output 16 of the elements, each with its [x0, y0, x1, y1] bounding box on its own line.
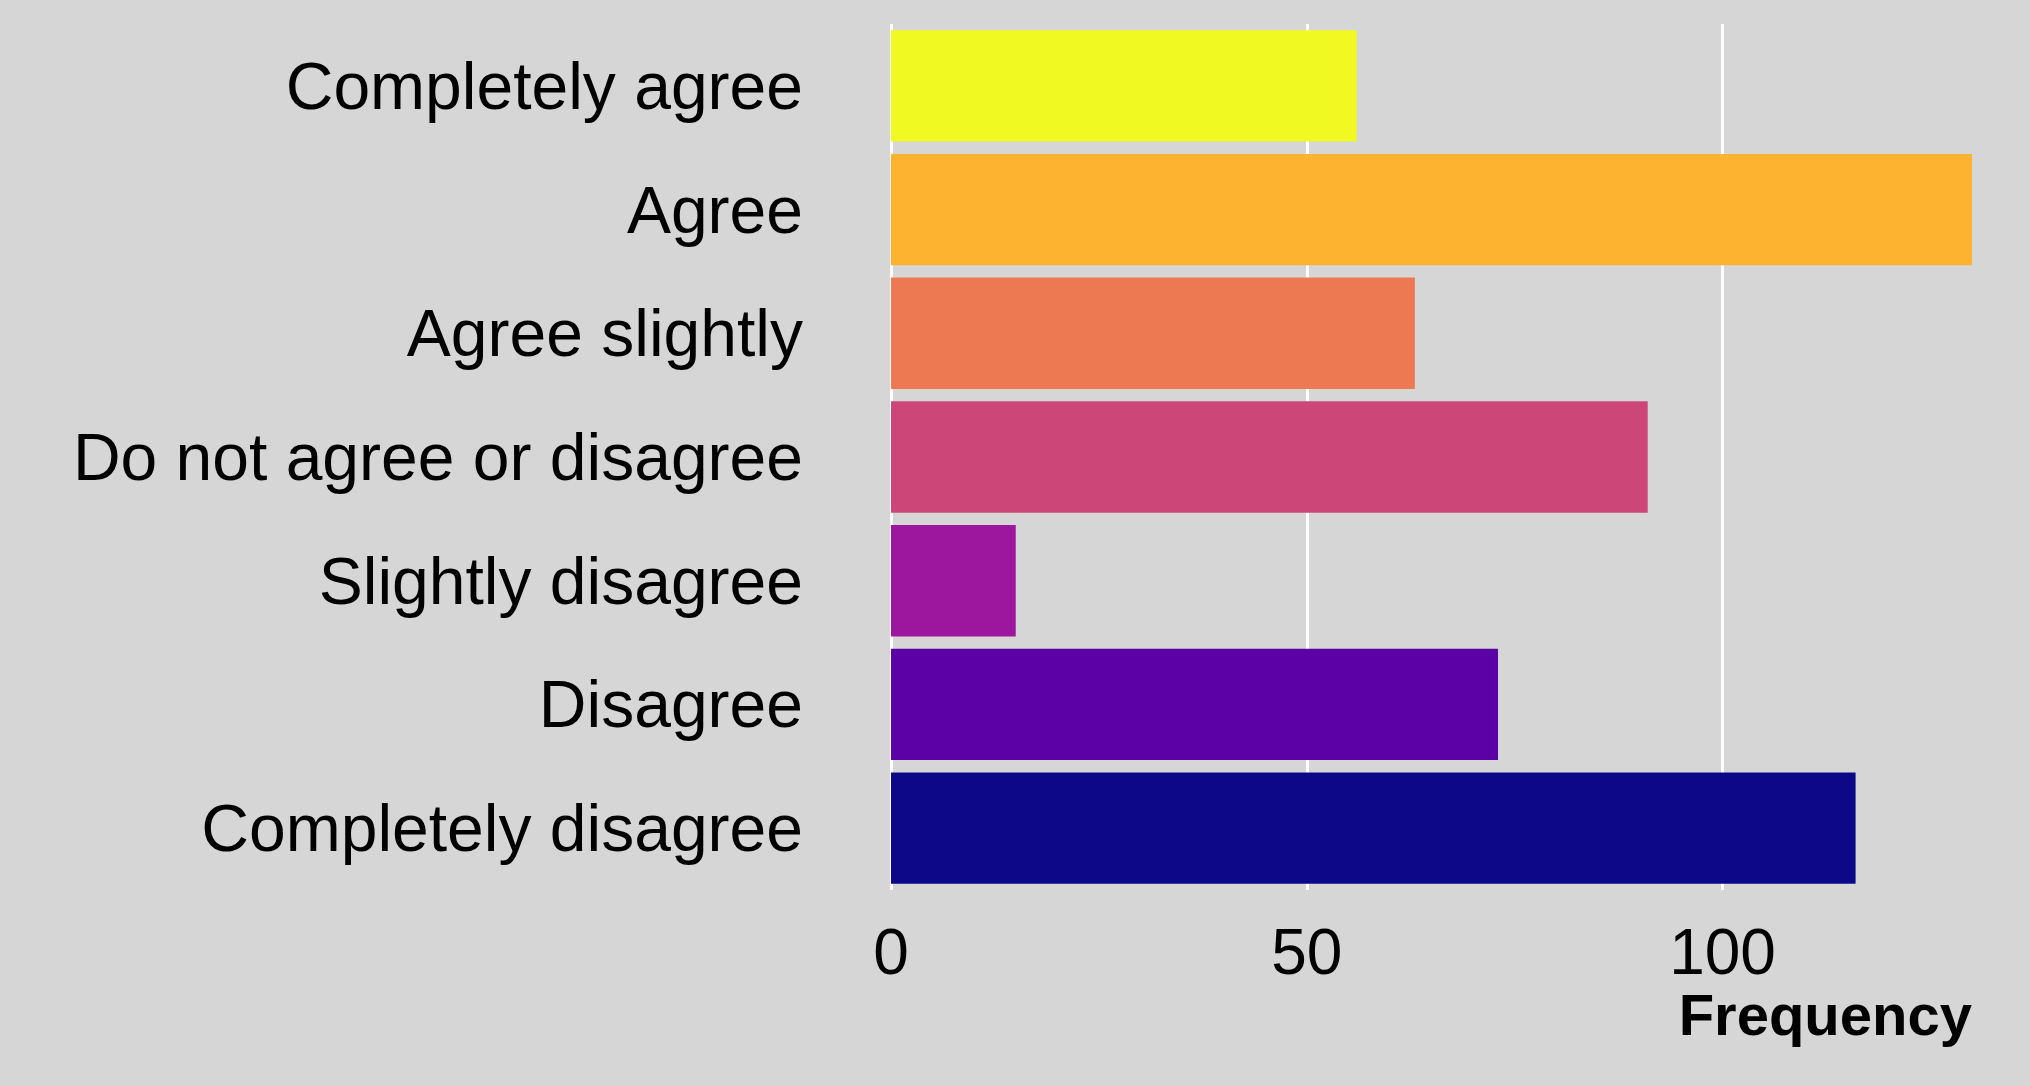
x-tick-label: 50 [1271, 916, 1343, 988]
y-tick-label: Agree slightly [406, 296, 803, 371]
bar [891, 401, 1648, 513]
bar [891, 30, 1357, 142]
bar [891, 525, 1016, 637]
bar [891, 277, 1415, 389]
y-tick-label: Slightly disagree [318, 543, 803, 618]
bar [891, 153, 1972, 266]
y-tick-label: Agree [626, 172, 803, 247]
y-tick-label: Completely disagree [201, 791, 803, 866]
y-tick-label: Disagree [538, 667, 803, 742]
y-tick-label: Completely agree [285, 48, 803, 123]
y-tick-label: Do not agree or disagree [72, 420, 803, 494]
bar [891, 648, 1499, 761]
bar [891, 772, 1856, 884]
x-tick-label: 0 [873, 916, 909, 988]
